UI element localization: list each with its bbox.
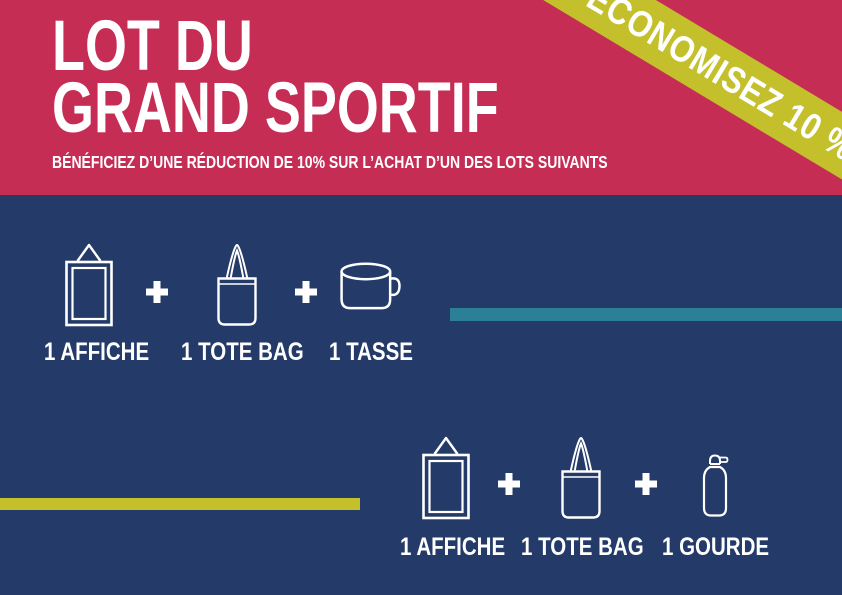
bundle1-item-label: 1 TOTE BAG: [181, 338, 304, 366]
yellow-accent-bar: [0, 498, 360, 510]
poster-frame-icon: [421, 435, 471, 521]
teal-accent-bar: [450, 308, 842, 321]
bundles-area: 1 AFFICHE 1 TOTE BAG 1 TASSE: [0, 195, 842, 595]
bundle1-item-label: 1 TASSE: [329, 338, 413, 366]
page-title-line2: GRAND SPORTIF: [52, 69, 499, 148]
plus-icon: [498, 473, 520, 495]
tote-bag-icon: [216, 241, 258, 327]
plus-icon: [295, 281, 317, 303]
plus-icon: [635, 473, 657, 495]
page-title-line1: LOT DU: [52, 7, 253, 86]
bundle2-item-label: 1 AFFICHE: [400, 533, 506, 561]
water-bottle-icon: [699, 453, 731, 519]
poster-frame-icon: [64, 242, 114, 328]
plus-icon: [146, 281, 168, 303]
bundle2-item-label: 1 TOTE BAG: [521, 533, 644, 561]
header-banner: ECONOMISEZ 10 % LOT DU GRAND SPORTIF BÉN…: [0, 0, 842, 195]
mug-icon: [339, 261, 401, 316]
tote-bag-icon: [560, 434, 602, 520]
bundle2-item-label: 1 GOURDE: [662, 533, 770, 561]
bundle1-item-label: 1 AFFICHE: [44, 338, 150, 366]
promo-subtitle: BÉNÉFICIEZ D’UNE RÉDUCTION DE 10% SUR L’…: [52, 152, 608, 172]
title-block: LOT DU GRAND SPORTIF BÉNÉFICIEZ D’UNE RÉ…: [52, 7, 747, 172]
